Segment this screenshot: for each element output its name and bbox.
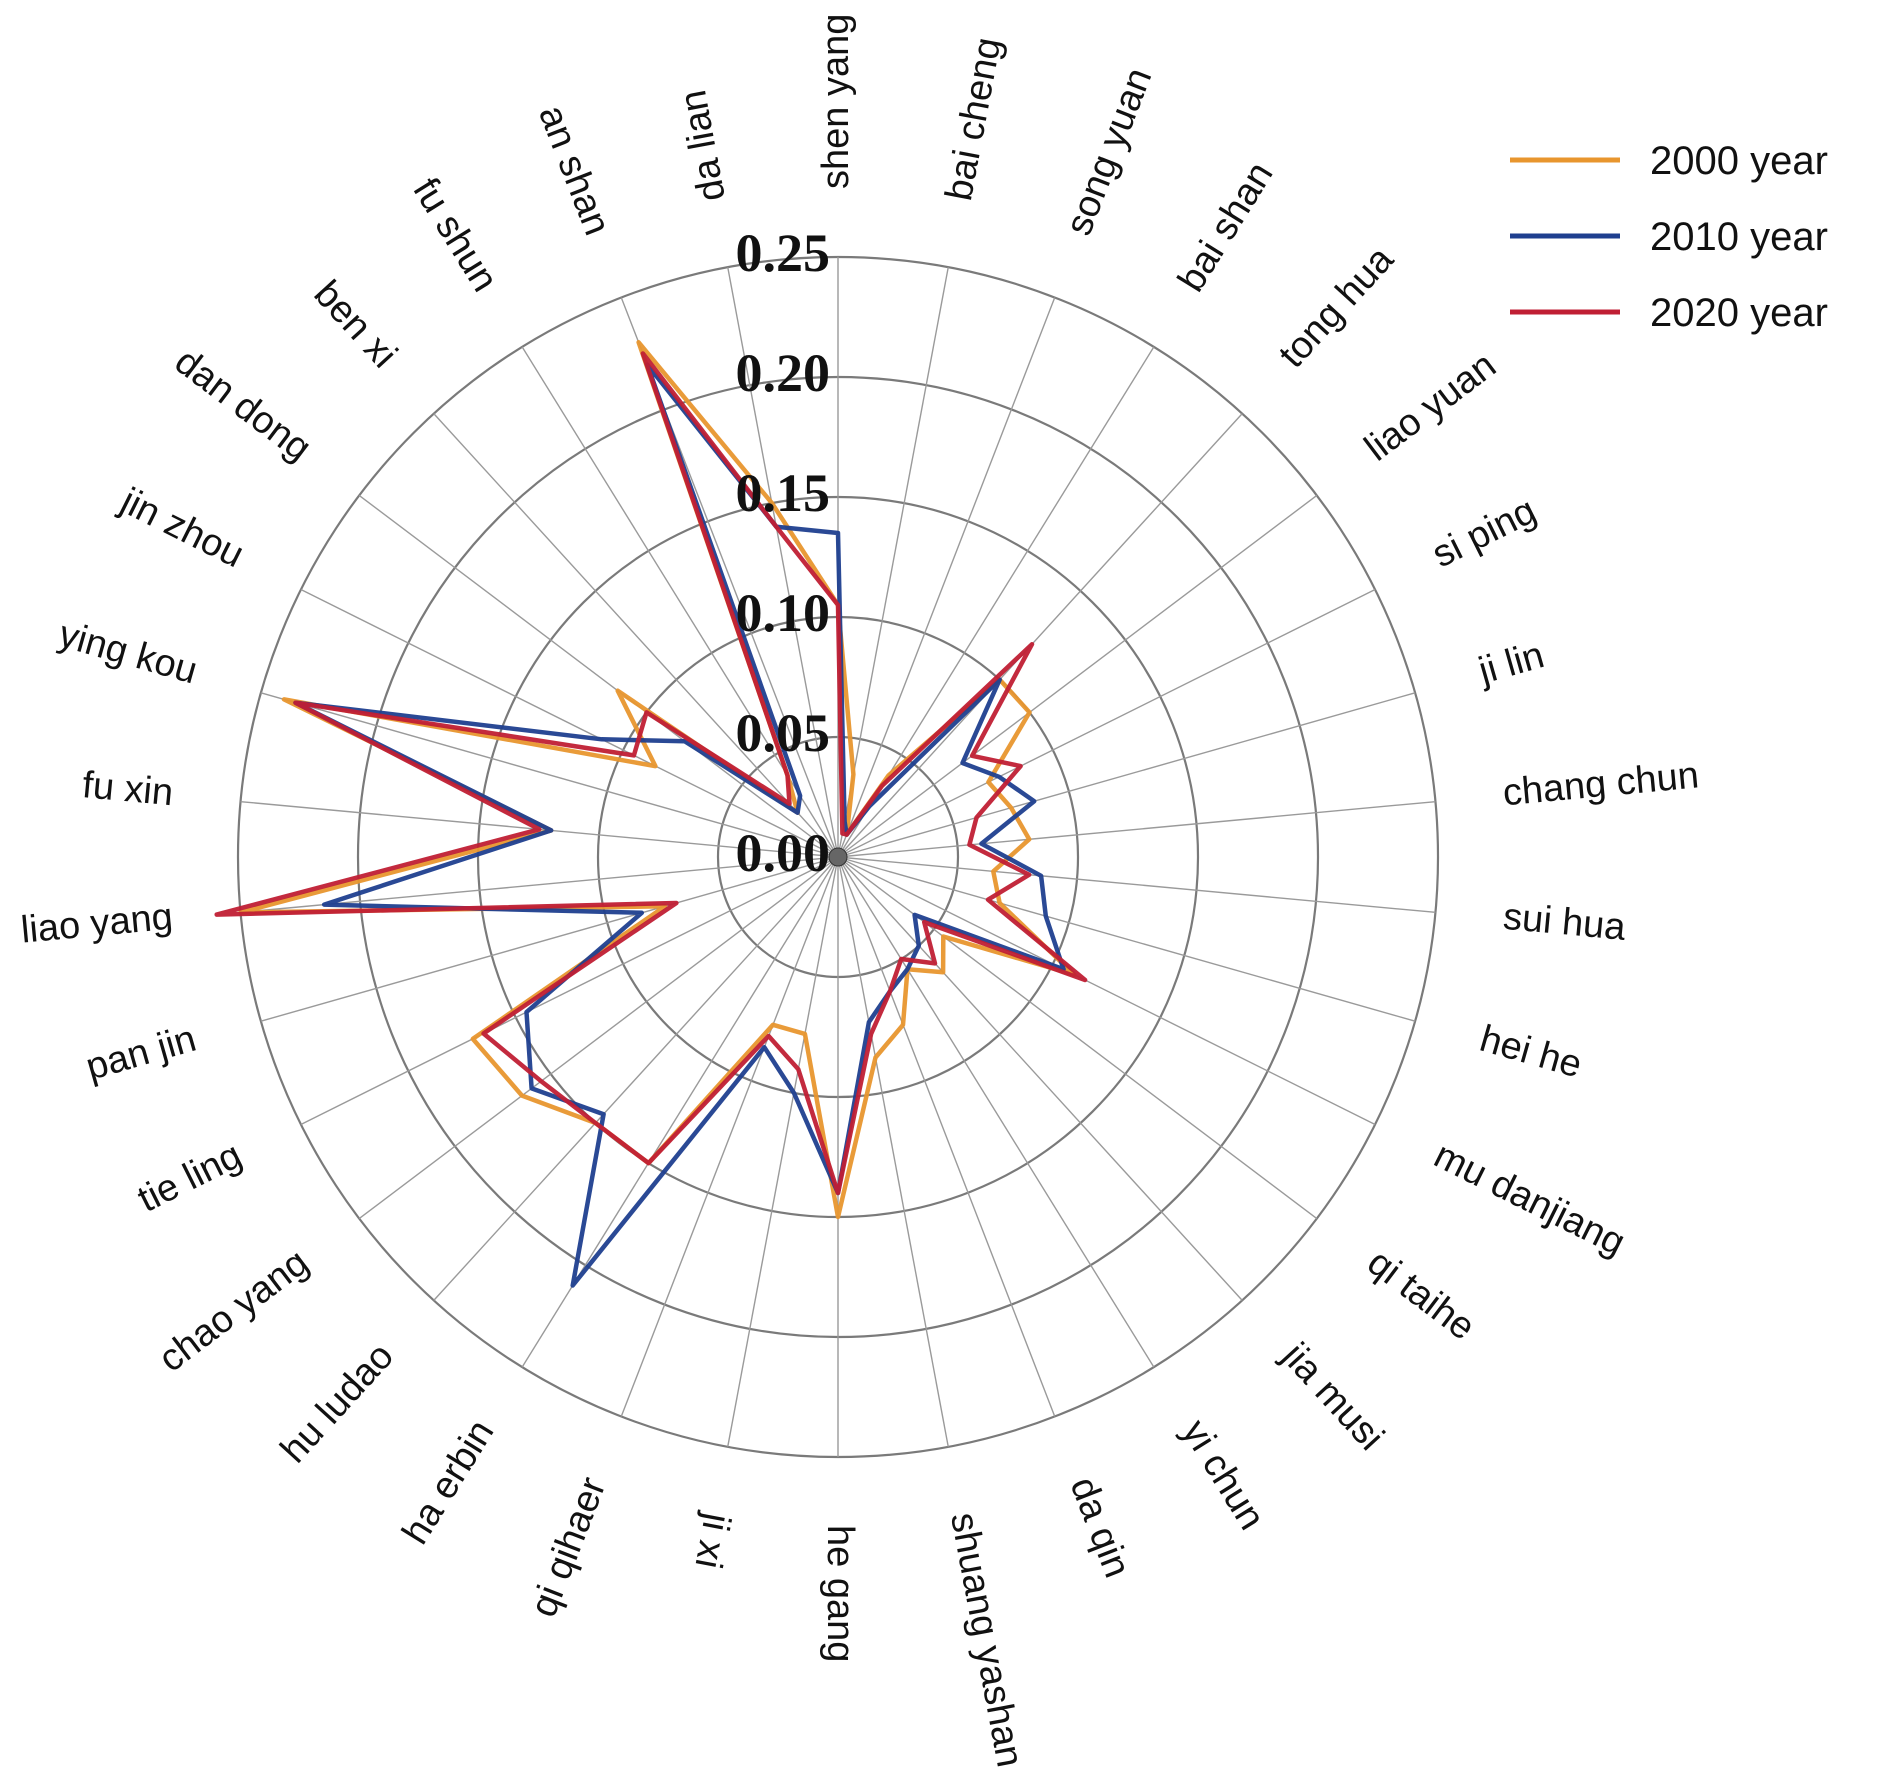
category-label: hu ludao bbox=[273, 1335, 402, 1471]
category-label: liao yuan bbox=[1357, 344, 1504, 469]
category-label: sui hua bbox=[1501, 896, 1628, 949]
category-label: da qin bbox=[1062, 1472, 1139, 1584]
category-label: dan dong bbox=[167, 340, 319, 469]
radial-tick-label: 0.00 bbox=[736, 823, 831, 883]
category-label: ji xi bbox=[686, 1509, 738, 1572]
grid-spoke bbox=[433, 856, 839, 1301]
grid-spoke bbox=[358, 494, 839, 858]
grid-spoke bbox=[727, 267, 839, 858]
grid-spoke bbox=[358, 856, 839, 1220]
grid-spoke bbox=[727, 856, 839, 1447]
grid-spoke bbox=[837, 856, 1416, 1022]
grid-spoke bbox=[837, 856, 1056, 1417]
category-label: mu danjiang bbox=[1428, 1134, 1632, 1264]
radial-tick-labels: 0.00 0.05 0.10 0.15 0.20 0.25 bbox=[736, 223, 831, 883]
grid-spoke bbox=[837, 800, 1436, 858]
legend-label-2: 2010 year bbox=[1650, 215, 1828, 259]
radial-tick-label: 0.15 bbox=[736, 463, 831, 523]
category-label: si ping bbox=[1426, 490, 1543, 577]
category-label: he gang bbox=[819, 1525, 861, 1662]
grid-spoke bbox=[837, 588, 1376, 858]
category-label: ha erbin bbox=[394, 1413, 502, 1552]
grid-spoke bbox=[260, 692, 839, 858]
category-label: bai shan bbox=[1170, 155, 1281, 299]
grid-spoke bbox=[837, 856, 949, 1447]
category-label: chang chun bbox=[1501, 754, 1701, 814]
category-label: jia musi bbox=[1273, 1334, 1392, 1458]
radial-tick-label: 0.05 bbox=[736, 703, 831, 763]
grid-spoke bbox=[837, 856, 1436, 914]
category-label: hei he bbox=[1475, 1018, 1586, 1087]
category-label: shuang yashan bbox=[942, 1509, 1031, 1770]
category-label: tie ling bbox=[131, 1134, 248, 1221]
category-label: bai cheng bbox=[938, 34, 1010, 204]
series-line-3 bbox=[214, 351, 1088, 1196]
grid-spoke bbox=[837, 494, 1318, 858]
grid-spoke bbox=[837, 856, 1243, 1301]
category-label: tong hua bbox=[1271, 238, 1402, 376]
series-line-1 bbox=[238, 340, 1077, 1220]
category-label: liao yang bbox=[19, 896, 174, 952]
category-label: yi chun bbox=[1174, 1413, 1273, 1537]
radial-tick-label: 0.20 bbox=[736, 343, 831, 403]
center-marker bbox=[828, 847, 848, 867]
category-label: ben xi bbox=[306, 273, 405, 376]
legend-label-3: 2020 year bbox=[1650, 291, 1828, 335]
category-label: jin zhou bbox=[113, 480, 250, 576]
category-label: an shan bbox=[530, 100, 618, 241]
category-label: ying kou bbox=[54, 613, 202, 692]
category-label: ji lin bbox=[1473, 634, 1548, 693]
category-label: qi taihe bbox=[1360, 1241, 1483, 1348]
category-label: qi qihaer bbox=[523, 1471, 615, 1622]
grid-spoke bbox=[300, 856, 839, 1126]
category-label: song yuan bbox=[1058, 62, 1161, 241]
grid-spoke bbox=[260, 856, 839, 1022]
category-label: pan jin bbox=[82, 1018, 201, 1089]
category-label: fu xin bbox=[81, 764, 175, 814]
category-label: shen yang bbox=[815, 14, 857, 189]
grid-spoke bbox=[837, 692, 1416, 858]
grid-spoke bbox=[300, 588, 839, 858]
category-label: chao yang bbox=[151, 1241, 316, 1380]
legend: 2000 year 2010 year 2020 year bbox=[1510, 139, 1828, 335]
grid-spoke bbox=[837, 856, 1376, 1126]
grid-spoke bbox=[433, 413, 839, 858]
grid-spoke bbox=[837, 413, 1243, 858]
radial-tick-label: 0.10 bbox=[736, 583, 831, 643]
grid-spoke bbox=[837, 267, 949, 858]
legend-label-1: 2000 year bbox=[1650, 139, 1828, 183]
category-label: da lian bbox=[672, 87, 734, 205]
grid-spoke bbox=[837, 856, 1318, 1220]
category-label: fu shun bbox=[404, 171, 505, 299]
grid-spoke bbox=[837, 856, 1155, 1368]
series-layer bbox=[214, 340, 1088, 1288]
radar-grid bbox=[236, 255, 1440, 1459]
grid-spoke bbox=[620, 856, 839, 1417]
radial-tick-label: 0.25 bbox=[736, 223, 831, 283]
grid-spoke bbox=[837, 297, 1056, 858]
